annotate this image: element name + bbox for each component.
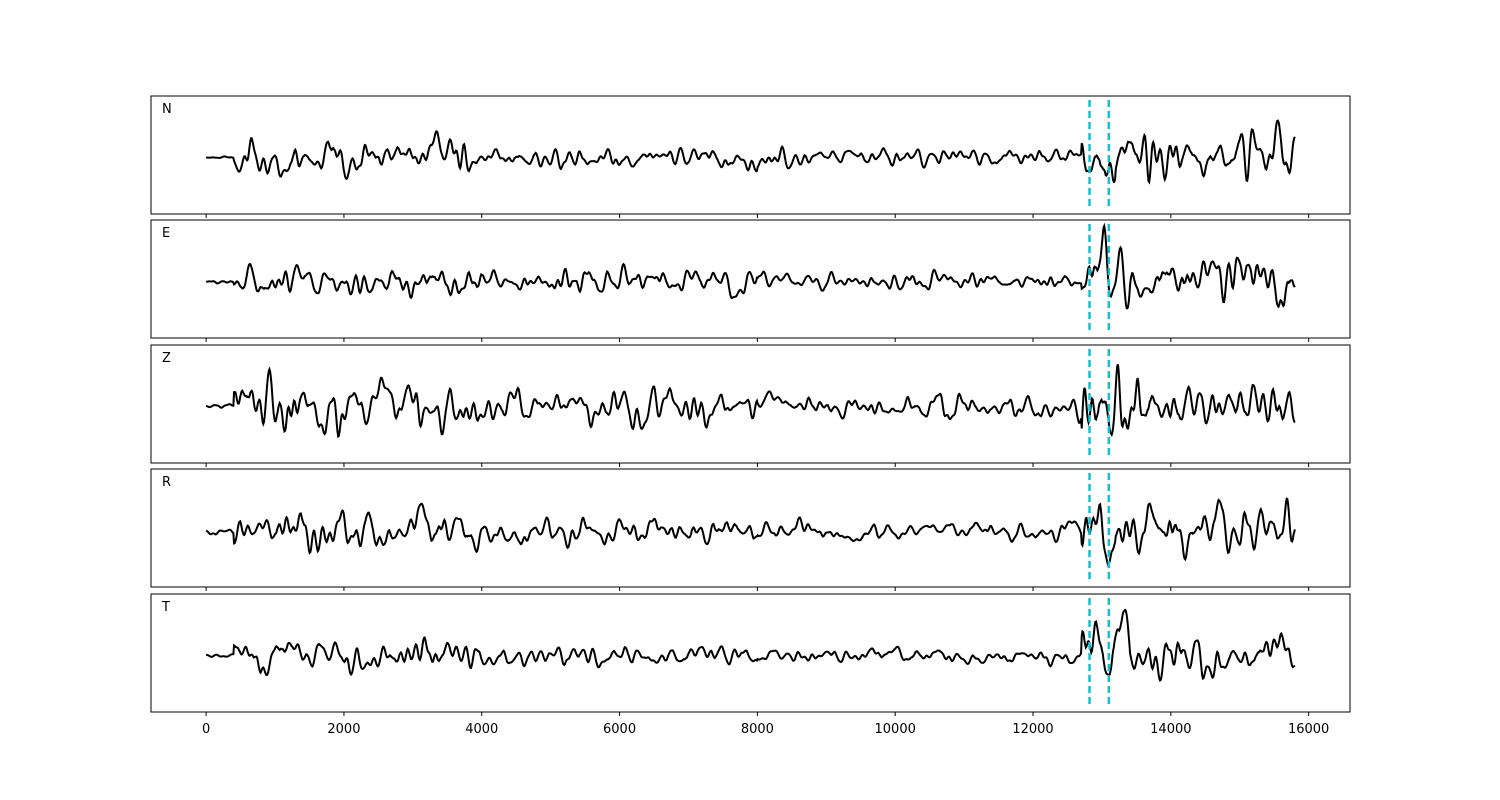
panel-label: T [161, 600, 170, 615]
panel-label: N [162, 102, 172, 117]
panel-t: T [150, 593, 1351, 716]
trace-t [205, 608, 1296, 683]
panel-label: R [162, 475, 171, 490]
panel-frame [150, 95, 1351, 215]
panel-e: E [150, 219, 1351, 342]
panels-group: N E Z R T [150, 95, 1351, 716]
trace-r [205, 497, 1296, 569]
x-axis: 0 2000 4000 6000 8000 10000 12000 14000 16000 [202, 722, 1329, 737]
panel-r: R [150, 468, 1351, 591]
trace-n [206, 119, 1296, 185]
panel-label: Z [162, 351, 171, 366]
trace-z [205, 364, 1296, 439]
x-tick-label: 10000 [875, 722, 916, 737]
panel-frame [150, 219, 1351, 339]
x-tick-label: 12000 [1012, 722, 1053, 737]
x-tick-label: 0 [202, 722, 210, 737]
x-tick-label: 2000 [327, 722, 360, 737]
x-tick-label: 8000 [741, 722, 774, 737]
panel-label: E [162, 226, 170, 241]
panel-n: N [150, 95, 1351, 218]
panel-z: Z [150, 344, 1351, 467]
x-tick-label: 14000 [1150, 722, 1191, 737]
trace-e [205, 222, 1296, 310]
panel-frame [150, 344, 1351, 464]
x-tick-label: 4000 [465, 722, 498, 737]
x-tick-label: 6000 [603, 722, 636, 737]
x-tick-label: 16000 [1288, 722, 1329, 737]
